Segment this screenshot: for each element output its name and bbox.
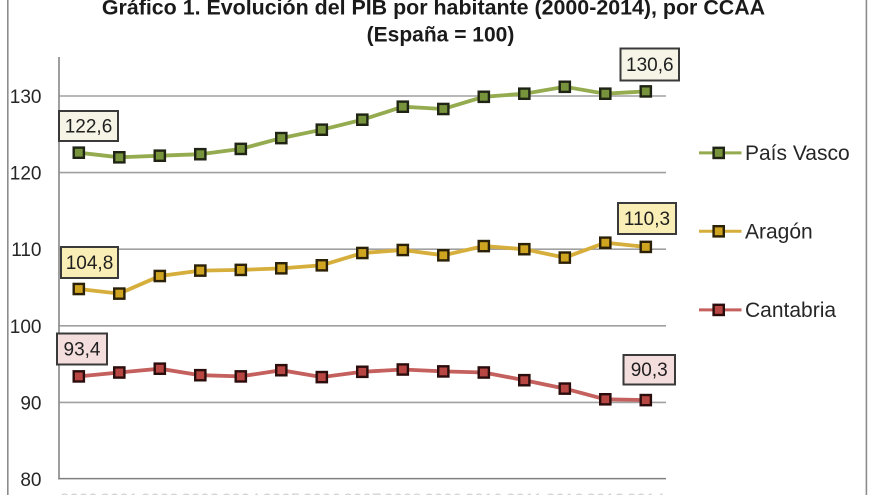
- svg-text:104,8: 104,8: [66, 253, 114, 274]
- svg-text:80: 80: [20, 470, 41, 491]
- svg-text:2005: 2005: [262, 490, 300, 495]
- svg-text:130,6: 130,6: [626, 55, 674, 76]
- svg-text:2009: 2009: [424, 490, 462, 495]
- svg-text:2006: 2006: [303, 490, 341, 495]
- svg-text:2008: 2008: [384, 490, 422, 495]
- svg-text:2012: 2012: [546, 490, 584, 495]
- svg-text:Cantabria: Cantabria: [745, 299, 836, 322]
- svg-text:90,3: 90,3: [631, 360, 668, 381]
- svg-text:2007: 2007: [343, 490, 381, 495]
- svg-text:93,4: 93,4: [64, 340, 101, 361]
- svg-text:100: 100: [10, 317, 42, 338]
- svg-text:2002: 2002: [141, 490, 179, 495]
- svg-text:2014: 2014: [627, 490, 665, 495]
- svg-text:Aragón: Aragón: [745, 220, 813, 243]
- svg-text:110,3: 110,3: [624, 209, 670, 230]
- svg-text:(España = 100): (España = 100): [367, 24, 515, 47]
- svg-text:2004: 2004: [222, 490, 260, 495]
- svg-text:110: 110: [11, 240, 41, 261]
- svg-text:2000: 2000: [60, 490, 98, 495]
- svg-text:90: 90: [20, 393, 41, 414]
- svg-text:País Vasco: País Vasco: [745, 142, 850, 165]
- svg-text:2010: 2010: [465, 490, 503, 495]
- svg-text:Gráfico 1. Evolución del PIB p: Gráfico 1. Evolución del PIB por habitan…: [102, 0, 765, 20]
- svg-text:130: 130: [10, 87, 42, 108]
- svg-text:122,6: 122,6: [65, 117, 113, 138]
- svg-text:120: 120: [10, 164, 42, 185]
- svg-text:2003: 2003: [181, 490, 219, 495]
- svg-text:2001: 2001: [100, 490, 138, 495]
- svg-text:2013: 2013: [586, 490, 624, 495]
